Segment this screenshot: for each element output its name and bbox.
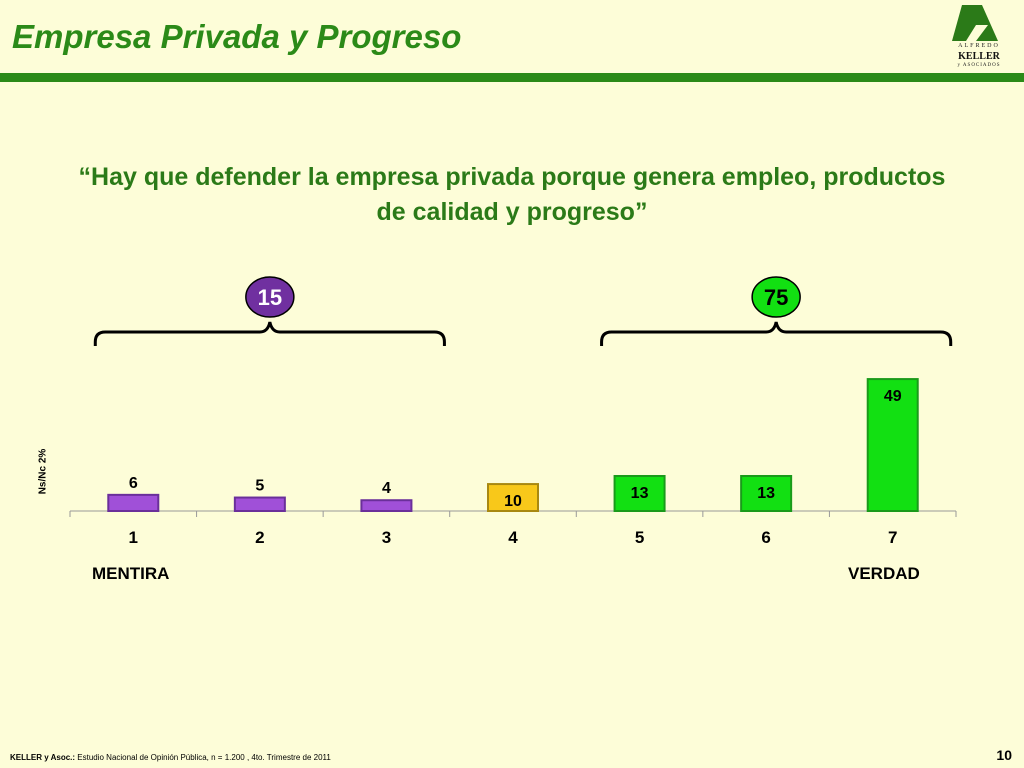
bar: [233, 496, 286, 512]
bar-value-label: 49: [884, 388, 902, 405]
nsnc-label: Ns/Nc 2%: [37, 448, 49, 495]
category-label: 4: [508, 528, 518, 547]
logo-line3: y ASOCIADOS: [957, 63, 1001, 68]
category-label: 1: [129, 528, 138, 547]
group-brace: [600, 321, 953, 346]
page-title: Empresa Privada y Progreso: [12, 18, 462, 55]
category-label: 2: [255, 528, 264, 547]
bar-value-label: 13: [631, 485, 649, 502]
bar: [613, 475, 666, 512]
title-rule: [0, 73, 1024, 82]
logo-line1: ALFREDO: [958, 43, 1000, 49]
bar: [487, 483, 539, 513]
bar-value-label: 10: [504, 493, 522, 510]
group-brace: [93, 321, 446, 346]
bar-value-label: 13: [757, 485, 775, 502]
source-text: Estudio Nacional de Opinión Pública, n =…: [75, 753, 331, 762]
logo-line2: KELLER: [958, 51, 1000, 62]
group-total-circle: [751, 276, 801, 318]
group-total-label: 15: [258, 285, 282, 310]
bar: [107, 493, 160, 513]
bar-value-label: 6: [129, 475, 138, 492]
scale-left-label: MENTIRA: [92, 564, 170, 583]
category-label: 6: [761, 528, 770, 547]
bar: [866, 378, 919, 513]
source-bold: KELLER y Asoc.:: [10, 753, 76, 762]
group-total-circle: [245, 276, 295, 318]
category-label: 5: [635, 528, 644, 547]
bar-value-label: 4: [382, 480, 391, 497]
scale-right-label: VERDAD: [848, 564, 920, 583]
bar: [740, 475, 793, 512]
group-total-label: 75: [764, 285, 788, 310]
survey-question: “Hay que defender la empresa privada por…: [78, 163, 946, 226]
logo-mark-icon: [952, 5, 998, 41]
category-label: 7: [888, 528, 897, 547]
bar: [360, 499, 413, 513]
category-label: 3: [382, 528, 391, 547]
bar-value-label: 5: [255, 478, 264, 495]
page-number: 10: [996, 747, 1012, 763]
company-logo: ALFREDO KELLER y ASOCIADOS: [948, 3, 1010, 73]
source-footnote: KELLER y Asoc.: Estudio Nacional de Opin…: [10, 753, 331, 762]
